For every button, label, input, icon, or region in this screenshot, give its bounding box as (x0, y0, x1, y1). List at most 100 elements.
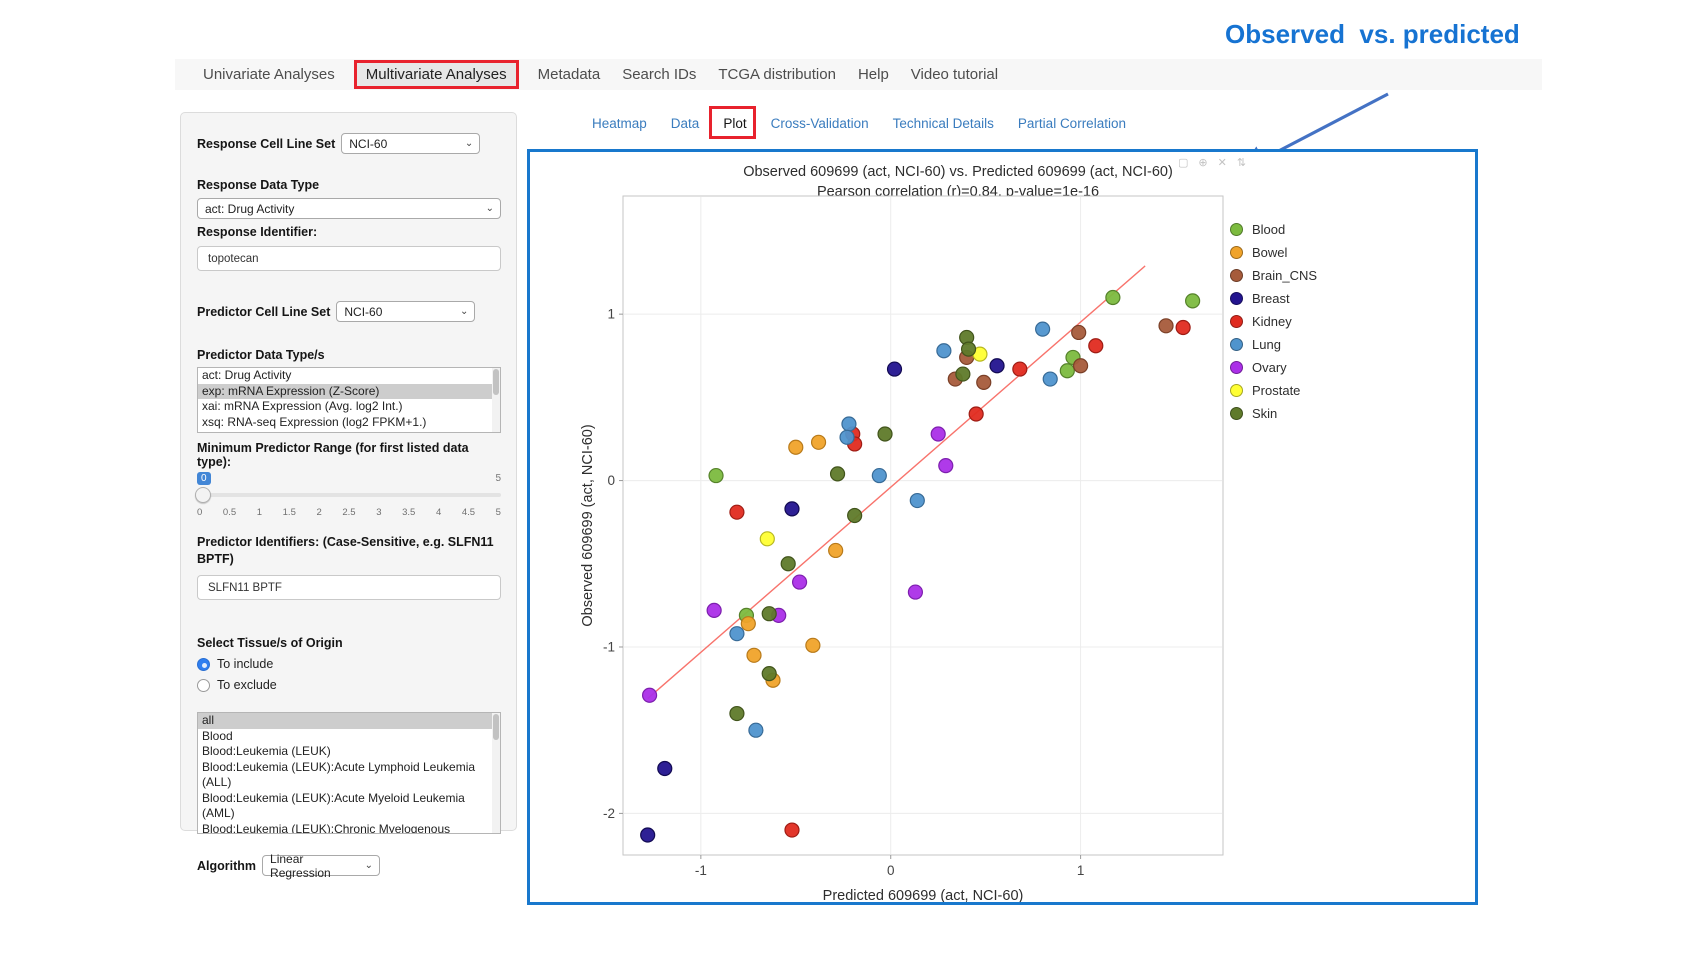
svg-text:0: 0 (607, 473, 615, 488)
response-cell-line-value: NCI-60 (349, 136, 388, 151)
legend-label: Lung (1252, 337, 1281, 352)
result-tabs: Heatmap Data Plot Cross-Validation Technical… (592, 106, 1126, 139)
svg-text:-1: -1 (695, 863, 707, 878)
plot-title: Observed 609699 (act, NCI-60) vs. Predic… (743, 164, 1173, 180)
slider-tick: 2 (316, 507, 322, 518)
legend-label: Ovary (1252, 360, 1287, 375)
legend-item-blood[interactable]: Blood (1230, 218, 1317, 241)
tab-technical-details[interactable]: Technical Details (892, 116, 994, 131)
camera-icon[interactable]: ▢ (1178, 157, 1189, 169)
tissue-option[interactable]: Blood:Leukemia (LEUK) (202, 744, 331, 758)
response-identifier-input[interactable] (197, 246, 501, 271)
nav-item-univariate-analyses[interactable]: Univariate Analyses (203, 66, 335, 83)
plot-panel: Observed 609699 (act, NCI-60) vs. Predic… (527, 149, 1478, 905)
radio-label: To include (217, 657, 274, 671)
algorithm-label: Algorithm (197, 858, 257, 873)
legend-item-brain_cns[interactable]: Brain_CNS (1230, 264, 1317, 287)
tissue-radio-to-include[interactable] (197, 657, 210, 671)
sidebar-panel: Response Cell Line Set NCI-60 ⌄ Response… (180, 112, 517, 880)
tissue-option[interactable]: Blood:Leukemia (LEUK):Acute Lymphoid Leu… (202, 759, 476, 790)
nav-item-multivariate-analyses[interactable]: Multivariate Analyses (353, 60, 519, 89)
scrollbar[interactable] (492, 368, 500, 432)
response-cell-line-select[interactable]: NCI-60 ⌄ (341, 133, 481, 154)
slider-tick: 3 (376, 507, 382, 518)
min-predictor-range-slider[interactable] (195, 487, 501, 503)
slider-tick: 2.5 (342, 507, 356, 518)
tab-plot[interactable]: Plot (709, 106, 757, 139)
legend-label: Brain_CNS (1252, 268, 1318, 283)
legend-item-lung[interactable]: Lung (1230, 333, 1317, 356)
predictor-identifiers-label: Predictor Identifiers: (Case-Sensitive, … (197, 535, 494, 566)
slider-tick: 0 (197, 507, 203, 518)
tab-heatmap[interactable]: Heatmap (592, 116, 647, 131)
legend-label: Bowel (1252, 245, 1288, 260)
response-cell-line-label: Response Cell Line Set (197, 136, 336, 151)
scrollbar[interactable] (492, 713, 500, 833)
legend-dot-icon (1230, 315, 1243, 328)
nav-item-search-ids[interactable]: Search IDs (622, 66, 697, 83)
tissue-radio-to-exclude[interactable] (197, 678, 210, 692)
slider-max-label: 5 (495, 473, 501, 484)
tab-cross-validation[interactable]: Cross-Validation (770, 116, 869, 131)
chevron-down-icon: ⌄ (464, 138, 474, 149)
legend-dot-icon (1230, 361, 1243, 374)
predictor-cell-line-label: Predictor Cell Line Set (197, 304, 331, 319)
slider-tick: 1.5 (282, 507, 296, 518)
close-icon[interactable]: ✕ (1217, 157, 1227, 169)
tissue-option[interactable]: all (198, 713, 500, 729)
tissue-option[interactable]: Blood:Leukemia (LEUK):Acute Myeloid Leuk… (202, 790, 465, 821)
predictor-data-types-listbox[interactable]: act: Drug Activity exp: mRNA Expression (… (197, 367, 501, 433)
nav-item-tcga-distribution[interactable]: TCGA distribution (718, 66, 836, 83)
slider-handle[interactable] (195, 487, 211, 503)
legend-item-breast[interactable]: Breast (1230, 287, 1317, 310)
algorithm-select[interactable]: Linear Regression ⌄ (262, 852, 381, 880)
predictor-data-types-label: Predictor Data Type/s (197, 348, 325, 362)
svg-text:-1: -1 (603, 639, 615, 654)
nav-item-video-tutorial[interactable]: Video tutorial (910, 66, 999, 83)
zoom-icon[interactable]: ⊕ (1198, 157, 1208, 169)
legend-item-skin[interactable]: Skin (1230, 402, 1317, 425)
data-type-option[interactable]: xsq: RNA-seq Expression (log2 FPKM+1.) (202, 414, 427, 429)
slider-value-badge: 0 (197, 472, 211, 485)
tab-partial-correlation[interactable]: Partial Correlation (1017, 116, 1126, 131)
response-data-type-select[interactable]: act: Drug Activity ⌄ (197, 198, 501, 219)
response-identifier-label: Response Identifier: (197, 225, 318, 239)
slider-bar[interactable] (197, 493, 501, 497)
slider-tick: 3.5 (402, 507, 416, 518)
radio-label: To exclude (217, 678, 277, 692)
slider-tick: 5 (495, 507, 501, 518)
slider-tick: 4.5 (461, 507, 476, 518)
tissue-option[interactable]: Blood:Leukemia (LEUK):Chronic Myelogenou… (202, 821, 451, 834)
legend-item-bowel[interactable]: Bowel (1230, 241, 1317, 264)
red-annotation-box (709, 106, 757, 139)
legend-label: Prostate (1252, 383, 1301, 398)
legend-item-prostate[interactable]: Prostate (1230, 379, 1317, 402)
legend-label: Breast (1252, 291, 1290, 306)
predictor-cell-line-select[interactable]: NCI-60 ⌄ (336, 301, 476, 322)
legend-dot-icon (1230, 338, 1243, 351)
data-type-option[interactable]: exp: mRNA Expression (Z-Score) (198, 383, 500, 399)
slider-tick: 4 (435, 507, 442, 518)
predictor-identifiers-input[interactable] (197, 575, 501, 600)
plot-legend: Blood Bowel Brain_CNS Breast Kidney Lung Ovary… (1230, 218, 1317, 425)
legend-dot-icon (1230, 246, 1243, 259)
nav-item-help[interactable]: Help (857, 66, 889, 83)
svg-text:1: 1 (1077, 863, 1085, 878)
data-type-option[interactable]: xai: mRNA Expression (Avg. log2 Int.) (202, 399, 403, 413)
svg-text:Predicted 609699 (act, NCI-60): Predicted 609699 (act, NCI-60) (823, 888, 1024, 902)
chevron-down-icon: ⌄ (459, 306, 469, 317)
scatter-plot: -1 0 1 -2 -1 0 1 Predicted 609699 (act, NCI-60)… (580, 195, 1224, 902)
tissue-listbox[interactable]: all Blood Blood:Leukemia (LEUK) Blood:Leuke… (197, 712, 501, 834)
legend-dot-icon (1230, 223, 1243, 236)
slider-tick: 0.5 (222, 507, 237, 518)
nav-item-metadata[interactable]: Metadata (537, 66, 601, 83)
min-predictor-range-label: Minimum Predictor Range (for first liste… (197, 441, 469, 469)
legend-item-ovary[interactable]: Ovary (1230, 356, 1317, 379)
legend-item-kidney[interactable]: Kidney (1230, 310, 1317, 333)
tab-data[interactable]: Data (670, 116, 700, 131)
tissue-option[interactable]: Blood (202, 728, 233, 743)
pan-icon[interactable]: ⇅ (1236, 157, 1247, 169)
data-type-option[interactable]: act: Drug Activity (202, 368, 292, 382)
tissue-origin-label: Select Tissue/s of Origin (197, 636, 343, 650)
chevron-down-icon: ⌄ (485, 203, 494, 214)
